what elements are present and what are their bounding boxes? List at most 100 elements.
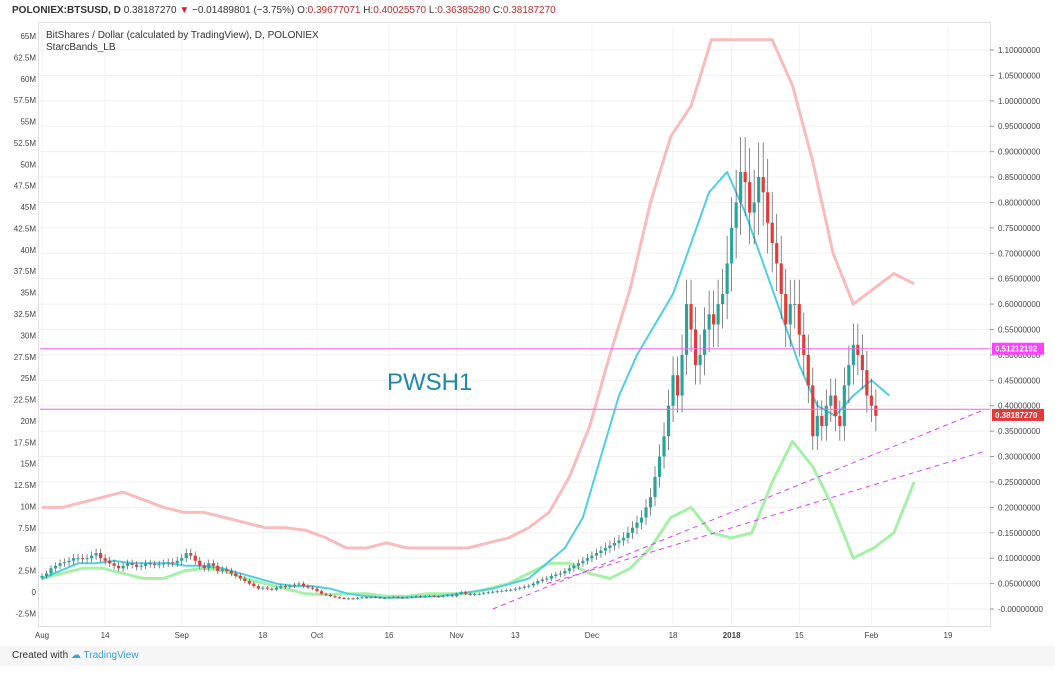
price-change: −0.01489801 (−3.75%) [192,5,295,16]
footer-brand[interactable]: TradingView [83,650,139,661]
candle-body [743,171,747,183]
volume-tick-label: 15M [20,460,36,469]
trendline[interactable] [492,409,985,610]
time-tick-label: 14 [101,631,110,640]
time-tick-label: Dec [585,631,599,640]
candle-body [491,591,495,593]
candle-body [549,575,553,579]
price-tick-label: 0.80000000 [998,198,1041,207]
price-tick-label: 0.65000000 [998,275,1041,284]
down-arrow-icon: ▼ [179,5,190,16]
candle-body [842,385,846,427]
candle-body [603,548,608,551]
volume-tick-label: 37.5M [14,267,37,276]
plot-area[interactable] [38,22,991,627]
volume-tick-label: 10M [20,502,36,511]
price-tick-label: 0.05000000 [998,580,1041,589]
volume-tick-label: 30M [20,331,36,340]
time-tick-label: Nov [450,631,464,640]
candle-body [536,581,540,584]
volume-tick-label: 52.5M [14,139,37,148]
candle-body [108,560,112,564]
price-tick-label: 0.70000000 [998,249,1041,258]
candle-body [626,532,630,538]
candle-body [202,565,206,569]
candle-body [270,588,274,590]
price-tick-label: 0.50000000 [998,351,1041,360]
candle-body [477,593,481,595]
candle-body [382,597,387,599]
candle-body [414,596,418,598]
open-label: O: [297,5,308,16]
candle-body [410,596,414,598]
symbol-header: POLONIEX:BTSUSD, D 0.38187270 ▼ −0.01489… [0,0,1055,22]
candle-body [432,595,436,597]
price-tick-label: 0.25000000 [998,478,1041,487]
candle-body [707,314,711,330]
volume-tick-label: 25M [20,374,36,383]
candle-body [256,586,260,589]
candle-body [306,586,310,588]
candle-body [324,593,328,595]
candle-body [766,192,770,223]
price-tick-label: 1.10000000 [998,46,1041,55]
candle-body [76,558,80,560]
legend-indicator: StarcBands_LB [46,42,116,53]
price-tick-label: 1.05000000 [998,71,1041,80]
price-tick-label: 0.55000000 [998,326,1041,335]
candle-body [94,553,98,556]
price-tick-label: 0.45000000 [998,376,1041,385]
last-price: 0.38187270 [123,5,177,16]
candle-body [283,586,287,588]
volume-tick-label: -2.5M [16,609,37,618]
candle-body [459,592,463,594]
candle-body [725,263,729,294]
candle-body [567,568,571,571]
volume-tick-label: 60M [20,75,36,84]
candle-body [495,591,499,593]
volume-tick-label: 42.5M [14,224,37,233]
candle-body [531,583,535,586]
candle-body [360,597,364,599]
candle-body [364,597,369,599]
candle-body [815,415,819,437]
price-tick-label: 0.15000000 [998,529,1041,538]
candle-body [450,595,454,597]
time-tick-label: Aug [35,631,49,640]
candle-body [153,564,157,566]
candle-body [225,569,229,571]
time-tick-label: 2018 [723,631,741,640]
candle-body [599,550,603,554]
candle-body [279,586,283,588]
volume-tick-label: 12.5M [14,481,37,490]
volume-tick-label: 45M [20,203,36,212]
candle-body [630,527,635,533]
footer: Created with ☁ TradingView [0,646,1055,666]
price-tick-label: 0.90000000 [998,148,1041,157]
time-tick-label: Oct [311,631,324,640]
candle-body [80,558,85,560]
volume-tick-label: 40M [20,246,36,255]
candle-body [301,583,306,587]
price-tick-label: 1.00000000 [998,97,1041,106]
candle-body [694,329,698,366]
candle-body [71,558,76,561]
candle-body [99,553,103,559]
candle-body [211,563,215,566]
time-axis: Aug 14 Sep 18 Oct 16 Nov 13 Dec 18 2018 15 Feb 19 [35,631,953,640]
candle-body [53,565,58,569]
candle-body [486,592,490,594]
price-tick-label: 0.10000000 [998,554,1041,563]
candle-body [162,563,166,565]
candle-body [40,575,44,578]
candle-body [328,594,333,597]
candle-body [437,596,441,598]
candle-body [680,354,684,396]
candle-body [648,497,653,508]
candle-body [802,334,806,355]
trendline[interactable] [546,450,985,585]
candle-body [513,588,517,590]
candle-body [563,570,567,574]
candle-body [684,304,689,355]
